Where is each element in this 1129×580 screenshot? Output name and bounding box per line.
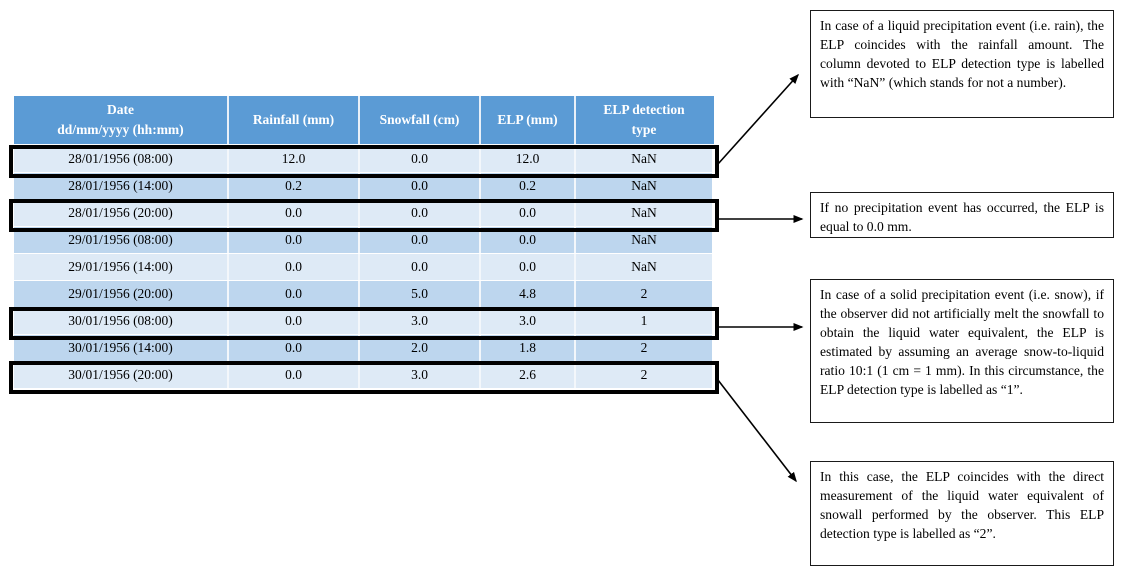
table-row: 30/01/1956 (14:00) 0.0 2.0 1.8 2: [14, 335, 714, 362]
header-type-line2: type: [631, 122, 657, 137]
cell-snowfall: 0.0: [360, 227, 481, 253]
table-row: 28/01/1956 (14:00) 0.2 0.0 0.2 NaN: [14, 173, 714, 200]
cell-date: 30/01/1956 (08:00): [14, 308, 229, 334]
header-elp-label: ELP (mm): [497, 112, 558, 128]
cell-snowfall: 0.0: [360, 254, 481, 280]
cell-elp: 3.0: [481, 308, 576, 334]
cell-elp: 0.0: [481, 254, 576, 280]
cell-snowfall: 0.0: [360, 146, 481, 172]
header-snowfall-label: Snowfall (cm): [379, 112, 460, 128]
cell-elp: 0.0: [481, 200, 576, 226]
cell-elp: 4.8: [481, 281, 576, 307]
cell-elp-type: 1: [576, 308, 712, 334]
header-type-line1: ELP detection: [603, 102, 685, 118]
cell-rainfall: 0.0: [229, 308, 360, 334]
arrow-to-type2-callout: [717, 379, 797, 483]
header-date: Date dd/mm/yyyy (hh:mm): [14, 96, 229, 144]
cell-snowfall: 5.0: [360, 281, 481, 307]
cell-rainfall: 0.0: [229, 281, 360, 307]
table-row: 30/01/1956 (20:00) 0.0 3.0 2.6 2: [14, 362, 714, 389]
callout-zero-elp: If no precipitation event has occurred, …: [810, 192, 1114, 238]
cell-elp-type: NaN: [576, 227, 712, 253]
callout-nan: In case of a liquid precipitation event …: [810, 10, 1114, 118]
header-rainfall-label: Rainfall (mm): [252, 112, 335, 128]
table-row: 28/01/1956 (20:00) 0.0 0.0 0.0 NaN: [14, 200, 714, 227]
header-date-line2: dd/mm/yyyy (hh:mm): [57, 122, 184, 137]
cell-snowfall: 0.0: [360, 173, 481, 199]
cell-elp: 2.6: [481, 362, 576, 388]
header-elp-detection-type: ELP detection type: [576, 96, 712, 144]
table-row: 29/01/1956 (08:00) 0.0 0.0 0.0 NaN: [14, 227, 714, 254]
header-date-line1: Date: [107, 102, 134, 118]
cell-elp-type: 2: [576, 281, 712, 307]
callout-type-1: In case of a solid precipitation event (…: [810, 279, 1114, 423]
cell-snowfall: 0.0: [360, 200, 481, 226]
callout-type-2: In this case, the ELP coincides with the…: [810, 461, 1114, 566]
table-row: 28/01/1956 (08:00) 12.0 0.0 12.0 NaN: [14, 146, 714, 173]
cell-rainfall: 0.0: [229, 335, 360, 361]
cell-snowfall: 2.0: [360, 335, 481, 361]
cell-elp: 0.2: [481, 173, 576, 199]
cell-elp-type: NaN: [576, 173, 712, 199]
cell-elp-type: 2: [576, 362, 712, 388]
cell-date: 29/01/1956 (08:00): [14, 227, 229, 253]
cell-snowfall: 3.0: [360, 308, 481, 334]
cell-elp: 1.8: [481, 335, 576, 361]
cell-rainfall: 12.0: [229, 146, 360, 172]
elp-data-table: Date dd/mm/yyyy (hh:mm) Rainfall (mm) Sn…: [9, 96, 719, 394]
cell-elp-type: 2: [576, 335, 712, 361]
cell-rainfall: 0.0: [229, 362, 360, 388]
cell-date: 30/01/1956 (20:00): [14, 362, 229, 388]
cell-elp: 12.0: [481, 146, 576, 172]
cell-elp-type: NaN: [576, 200, 712, 226]
cell-date: 30/01/1956 (14:00): [14, 335, 229, 361]
cell-rainfall: 0.0: [229, 200, 360, 226]
header-rainfall: Rainfall (mm): [229, 96, 360, 144]
cell-rainfall: 0.0: [229, 254, 360, 280]
table-row: 30/01/1956 (08:00) 0.0 3.0 3.0 1: [14, 308, 714, 335]
header-snowfall: Snowfall (cm): [360, 96, 481, 144]
cell-elp-type: NaN: [576, 254, 712, 280]
table-body: 28/01/1956 (08:00) 12.0 0.0 12.0 NaN 28/…: [14, 146, 714, 389]
cell-date: 28/01/1956 (14:00): [14, 173, 229, 199]
cell-rainfall: 0.0: [229, 227, 360, 253]
cell-rainfall: 0.2: [229, 173, 360, 199]
arrow-to-nan-callout: [717, 73, 800, 165]
table-row: 29/01/1956 (14:00) 0.0 0.0 0.0 NaN: [14, 254, 714, 281]
table-header-row: Date dd/mm/yyyy (hh:mm) Rainfall (mm) Sn…: [14, 96, 714, 146]
cell-snowfall: 3.0: [360, 362, 481, 388]
cell-elp-type: NaN: [576, 146, 712, 172]
cell-date: 29/01/1956 (14:00): [14, 254, 229, 280]
cell-elp: 0.0: [481, 227, 576, 253]
table-row: 29/01/1956 (20:00) 0.0 5.0 4.8 2: [14, 281, 714, 308]
cell-date: 28/01/1956 (20:00): [14, 200, 229, 226]
cell-date: 29/01/1956 (20:00): [14, 281, 229, 307]
header-elp: ELP (mm): [481, 96, 576, 144]
cell-date: 28/01/1956 (08:00): [14, 146, 229, 172]
